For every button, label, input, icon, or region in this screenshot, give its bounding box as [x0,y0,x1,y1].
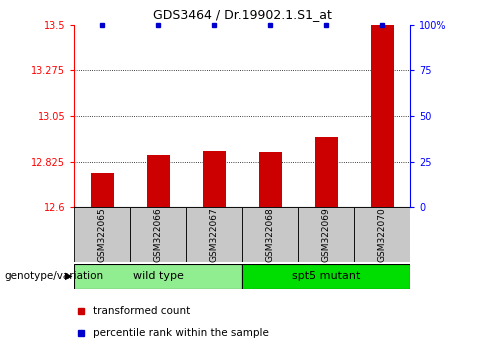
Bar [299,207,354,262]
Text: genotype/variation: genotype/variation [5,271,104,281]
Bar [147,155,169,207]
Bar [74,264,242,289]
Text: spt5 mutant: spt5 mutant [292,271,360,281]
Text: GSM322070: GSM322070 [378,207,387,262]
Bar [354,207,410,262]
Text: GSM322067: GSM322067 [210,207,219,262]
Bar [242,207,299,262]
Text: GSM322066: GSM322066 [154,207,163,262]
Text: wild type: wild type [133,271,184,281]
Bar [131,207,186,262]
Bar [74,207,131,262]
Text: transformed count: transformed count [93,306,190,316]
Bar [203,152,226,207]
Bar [91,173,114,207]
Bar [371,25,394,207]
Text: percentile rank within the sample: percentile rank within the sample [93,328,269,338]
Title: GDS3464 / Dr.19902.1.S1_at: GDS3464 / Dr.19902.1.S1_at [153,8,332,21]
Bar [242,264,410,289]
Bar [315,137,337,207]
Text: GSM322068: GSM322068 [266,207,275,262]
Text: GSM322069: GSM322069 [322,207,331,262]
Text: GSM322065: GSM322065 [98,207,107,262]
Text: ▶: ▶ [64,271,72,281]
Bar [186,207,242,262]
Bar [259,153,282,207]
